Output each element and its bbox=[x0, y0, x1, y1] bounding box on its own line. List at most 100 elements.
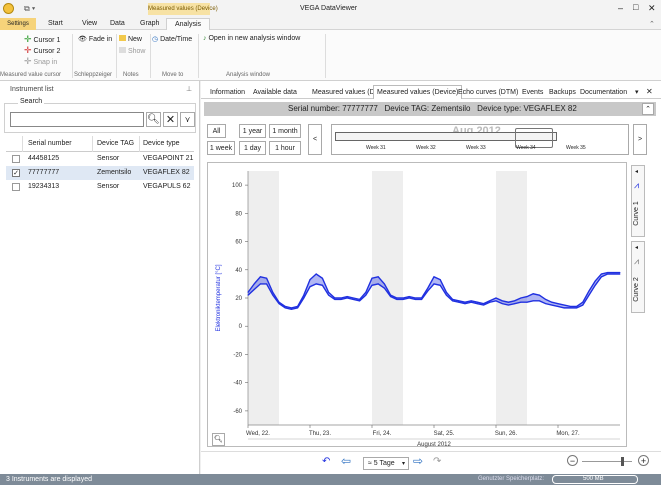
tab-available-data[interactable]: Available data bbox=[253, 89, 297, 96]
row-checkbox-checked[interactable]: ✓ bbox=[12, 169, 20, 177]
overview-prev-button[interactable]: < bbox=[308, 124, 322, 155]
curve2-tab[interactable]: ◂ ⩘ Curve 2 bbox=[631, 241, 645, 313]
search-input[interactable] bbox=[10, 112, 144, 127]
pin-icon[interactable]: ⊥ bbox=[186, 86, 193, 93]
data-point bbox=[439, 279, 441, 281]
range-1hour-button[interactable]: 1 hour bbox=[269, 141, 301, 155]
arrow-left-button[interactable]: ⇦ bbox=[341, 454, 352, 468]
col-tag[interactable]: Device TAG bbox=[97, 140, 135, 147]
zoom-in-button[interactable]: + bbox=[638, 455, 649, 466]
tab-information[interactable]: Information bbox=[210, 89, 246, 96]
range-1year-button[interactable]: 1 year bbox=[239, 124, 266, 138]
close-tab-icon[interactable]: ✕ bbox=[646, 87, 653, 96]
tab-events[interactable]: Events bbox=[522, 89, 544, 96]
overview-next-button[interactable]: > bbox=[633, 124, 647, 155]
snapin-button[interactable]: ✛ Snap in bbox=[24, 56, 58, 66]
tab-data[interactable]: Data bbox=[110, 20, 125, 27]
data-point bbox=[396, 298, 398, 300]
data-point bbox=[247, 294, 249, 296]
data-point bbox=[383, 283, 385, 285]
tab-start[interactable]: Start bbox=[48, 20, 63, 27]
data-point bbox=[452, 300, 454, 302]
data-point bbox=[433, 276, 435, 278]
data-point bbox=[600, 276, 602, 278]
open-analysis-window-button[interactable]: ♪ Open in new analysis window bbox=[203, 35, 301, 42]
zoom-slider-track[interactable] bbox=[582, 461, 632, 462]
range-1week-button[interactable]: 1 week bbox=[207, 141, 235, 155]
range-1month-button[interactable]: 1 month bbox=[269, 124, 301, 138]
zoom-out-button[interactable]: − bbox=[567, 455, 578, 466]
overview-navigator[interactable]: Aug 2012 Week 31 Week 32 Week 33 Week 34… bbox=[331, 124, 629, 155]
cursor1-button[interactable]: ✛ Cursor 1 bbox=[24, 34, 61, 44]
zoom-reset-button[interactable]: 🔍︎ bbox=[212, 433, 225, 446]
row-checkbox[interactable] bbox=[12, 183, 20, 191]
period-select[interactable]: ≈ 5 Tage ▾ bbox=[363, 457, 409, 470]
expand-search-button[interactable]: ⋎ bbox=[180, 112, 195, 127]
col-serial[interactable]: Serial number bbox=[28, 140, 72, 147]
overview-selection[interactable] bbox=[335, 132, 557, 141]
storage-label: Genutzter Speicherplatz: bbox=[478, 476, 545, 482]
table-row[interactable]: 44458125 Sensor VEGAPOINT 21 bbox=[6, 152, 194, 166]
show-notes-button[interactable]: Show bbox=[119, 47, 145, 55]
cursor2-button[interactable]: ✛ Cursor 2 bbox=[24, 45, 61, 55]
data-point bbox=[514, 300, 516, 302]
tab-dropdown-icon[interactable]: ▾ bbox=[635, 89, 639, 96]
data-point bbox=[445, 294, 447, 296]
x-tick-label: Sat, 25. bbox=[434, 431, 455, 437]
cell-type: VEGAPULS 62 bbox=[143, 183, 191, 190]
tab-analysis[interactable]: Analysis bbox=[166, 18, 210, 30]
cell-type: VEGAPOINT 21 bbox=[143, 155, 194, 162]
data-point bbox=[247, 291, 249, 293]
close-button[interactable]: ✕ bbox=[648, 3, 656, 13]
table-row[interactable]: ✓ 77777777 Zementsilo VEGAFLEX 82 bbox=[6, 166, 194, 180]
curve1-tab[interactable]: ◂ ⩘ Curve 1 bbox=[631, 165, 645, 237]
tab-measured-device[interactable]: Measured values (Device) bbox=[373, 85, 463, 99]
tab-settings[interactable]: Settings bbox=[0, 18, 36, 30]
data-point bbox=[290, 308, 292, 310]
range-all-button[interactable]: All bbox=[207, 124, 226, 138]
step-forward-icon[interactable]: ↷ bbox=[433, 456, 442, 467]
fadein-button[interactable]: 👁 Fade in bbox=[78, 36, 113, 43]
data-point bbox=[315, 273, 317, 275]
data-point bbox=[489, 301, 491, 303]
new-note-button[interactable]: New bbox=[119, 35, 142, 43]
col-type[interactable]: Device type bbox=[143, 140, 180, 147]
curve2-collapse-icon[interactable]: ◂ bbox=[635, 245, 639, 251]
tab-documentation[interactable]: Documentation bbox=[580, 89, 628, 96]
overview-thumb[interactable] bbox=[515, 128, 553, 148]
tab-backups[interactable]: Backups bbox=[549, 89, 576, 96]
data-point bbox=[501, 300, 503, 302]
data-point bbox=[464, 301, 466, 303]
y-tick-label: 100 bbox=[232, 183, 243, 189]
chart-icon: ♪ bbox=[203, 35, 207, 42]
minimize-button[interactable]: – bbox=[618, 3, 624, 13]
table-header: Serial number Device TAG Device type bbox=[6, 136, 194, 152]
temperature-chart[interactable]: 100 80 60 40 20 0 -20 -40 -60 Elektroniktemperatu… bbox=[208, 163, 628, 448]
y-tick-label: 20 bbox=[235, 296, 242, 302]
quick-access-icon[interactable]: ⧉ ▾ bbox=[24, 4, 36, 13]
tab-measured-dtm[interactable]: Measured values (DTM) bbox=[312, 89, 388, 96]
clear-search-button[interactable]: ✕ bbox=[163, 112, 178, 127]
tab-graph[interactable]: Graph bbox=[140, 20, 160, 27]
tab-echo-curves[interactable]: Echo curves (DTM) bbox=[458, 89, 519, 96]
step-back-icon[interactable]: ↶ bbox=[322, 456, 331, 467]
collapse-header-button[interactable]: ⌃ bbox=[642, 103, 654, 115]
data-point bbox=[259, 276, 261, 278]
data-point bbox=[551, 304, 553, 306]
curve1-collapse-icon[interactable]: ◂ bbox=[635, 169, 639, 175]
ribbon-collapse-icon[interactable]: ⌃ bbox=[649, 21, 655, 28]
arrow-right-button[interactable]: ⇨ bbox=[413, 454, 424, 468]
tab-view[interactable]: View bbox=[82, 20, 98, 27]
data-point bbox=[557, 305, 559, 307]
datetime-button[interactable]: ◷ Date/Time bbox=[152, 36, 193, 43]
range-1day-button[interactable]: 1 day bbox=[239, 141, 266, 155]
cell-serial: 77777777 bbox=[28, 169, 60, 176]
zoom-slider-thumb[interactable] bbox=[621, 457, 624, 466]
data-point bbox=[303, 294, 305, 296]
table-row[interactable]: 19234313 Sensor VEGAPULS 62 bbox=[6, 180, 194, 194]
maximize-button[interactable]: □ bbox=[633, 2, 639, 12]
data-point bbox=[321, 277, 323, 279]
row-checkbox[interactable] bbox=[12, 155, 20, 163]
search-button[interactable]: 🔍︎ bbox=[146, 112, 161, 127]
context-tab-label: Measured values (Device) bbox=[148, 3, 218, 15]
